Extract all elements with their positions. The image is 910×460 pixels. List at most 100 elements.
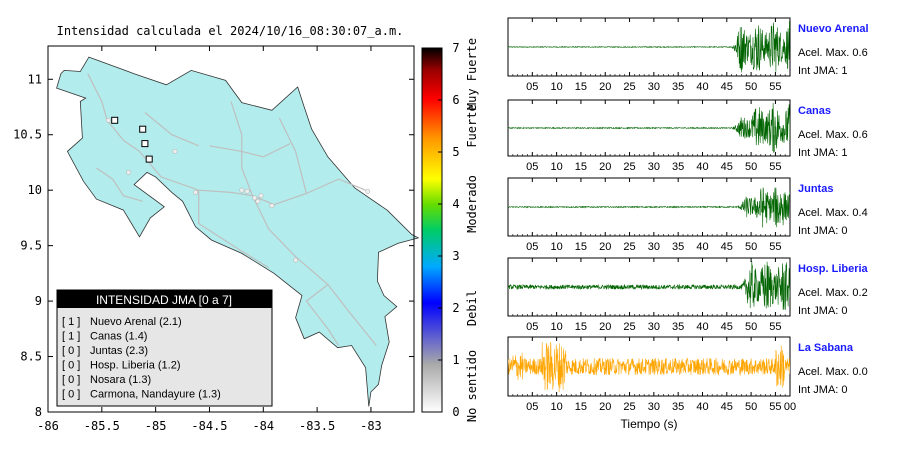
legend-entry-level: [ 1 ]	[62, 316, 80, 328]
city-dot	[126, 169, 132, 175]
time-tick-label: 05	[526, 241, 538, 253]
legend-entry-level: [ 0 ]	[62, 345, 80, 357]
colorbar-tick-label: 1	[452, 353, 459, 367]
time-tick-label: 55	[769, 321, 781, 333]
city-dot	[239, 187, 245, 193]
x-tick-label: -84.5	[191, 419, 227, 433]
time-tick-label: 05	[526, 161, 538, 173]
colorbar-tick-label: 5	[452, 145, 459, 159]
waveform-panel: 05 10 15 20 25 30 35 40 45 50 55 Juntas Acel. Max. 0…	[507, 177, 868, 253]
time-tick-label: 35	[672, 241, 684, 253]
colorbar-tick-label: 3	[452, 249, 459, 263]
station-marker	[139, 125, 147, 133]
time-tick-label: 50	[745, 321, 757, 333]
station-accel: Acel. Max. 0.4	[798, 207, 868, 219]
time-tick-label: 25	[623, 401, 635, 413]
road-line	[198, 190, 270, 269]
station-int: Int JMA: 1	[798, 65, 848, 77]
time-tick-label: 40	[696, 161, 708, 173]
waveform-panel: 05 10 15 20 25 30 35 40 45 50 55 00 La Sabana Acel. M…	[507, 336, 868, 413]
station-name: Nuevo Arenal	[798, 23, 869, 35]
intensity-legend: INTENSIDAD JMA [0 a 7] [ 1 ] Nuevo Arenal…	[56, 289, 273, 407]
time-tick-label: 40	[696, 241, 708, 253]
city-dot	[293, 257, 299, 263]
road-line	[96, 167, 143, 202]
waveform-trace	[508, 187, 790, 228]
road-line	[278, 117, 307, 194]
time-tick-label: 45	[721, 401, 733, 413]
time-tick-label: 25	[623, 321, 635, 333]
legend-entry-label: Juntas (2.3)	[90, 345, 148, 357]
time-tick-label: 55	[769, 161, 781, 173]
time-tick-label: 35	[672, 401, 684, 413]
colorbar-tick-label: 0	[452, 405, 459, 419]
map-panel: -86 -85.5 -85 -84.5 -84 -83.5 -83 8 8.5 9 9.5 10 10…	[13, 45, 420, 433]
waveform-panel: 05 10 15 20 25 30 35 40 45 50 55 Nuevo Arenal Acel. …	[507, 17, 869, 93]
map-roads	[87, 73, 377, 346]
colorbar-tick-label: 6	[452, 93, 459, 107]
time-tick-label: 05	[526, 81, 538, 93]
legend-header-bg	[57, 290, 272, 308]
legend-box	[56, 289, 273, 407]
map-frame	[47, 45, 415, 413]
station-name: La Sabana	[798, 342, 854, 354]
y-tick-label: 8.5	[20, 350, 42, 364]
station-name: Canas	[798, 105, 831, 117]
colorbar-class-label: Muy Fuerte	[465, 38, 479, 110]
station-accel: Acel. Max. 0.6	[798, 47, 868, 59]
time-tick-label: 35	[672, 81, 684, 93]
time-tick-label: 55	[769, 241, 781, 253]
colorbar-tick-label: 4	[452, 197, 459, 211]
waveform-trace	[508, 102, 790, 153]
y-tick-label: 10.5	[13, 128, 42, 142]
station-int: Int JMA: 0	[798, 305, 848, 317]
station-int: Int JMA: 0	[798, 384, 848, 396]
city-dot	[255, 198, 261, 204]
colorbar-class-label: Fuerte	[465, 104, 479, 147]
y-tick-label: 8	[35, 405, 42, 419]
time-tick-label: 50	[745, 401, 757, 413]
legend-entry-level: [ 0 ]	[62, 389, 80, 401]
city-dot	[365, 188, 371, 194]
legend-entry-label: Carmona, Nandayure (1.3)	[90, 389, 221, 401]
time-tick-label: 00	[784, 401, 796, 413]
x-tick-label: -85.5	[84, 419, 120, 433]
time-tick-label: 45	[721, 241, 733, 253]
legend-header: INTENSIDAD JMA [0 a 7]	[96, 293, 232, 307]
time-tick-label: 55	[769, 401, 781, 413]
time-tick-label: 50	[745, 81, 757, 93]
station-int: Int JMA: 1	[798, 147, 848, 159]
city-dot	[258, 193, 264, 199]
station-name: Juntas	[798, 183, 833, 195]
legend-entry-level: [ 1 ]	[62, 331, 80, 343]
time-tick-label: 15	[575, 321, 587, 333]
time-tick-label: 30	[648, 241, 660, 253]
time-tick-label: 45	[721, 161, 733, 173]
city-dot	[172, 148, 178, 154]
waveform-trace	[508, 261, 790, 310]
time-tick-label: 45	[721, 321, 733, 333]
time-tick-label: 30	[648, 401, 660, 413]
time-tick-label: 10	[550, 241, 562, 253]
y-tick-label: 10	[28, 183, 42, 197]
legend-entry-label: Canas (1.4)	[90, 331, 147, 343]
x-tick-label: -83	[360, 419, 382, 433]
time-tick-label: 20	[599, 401, 611, 413]
x-tick-label: -85	[145, 419, 167, 433]
colorbar-gradient	[421, 47, 443, 413]
x-tick-label: -84	[252, 419, 274, 433]
time-tick-label: 45	[721, 81, 733, 93]
time-tick-label: 15	[575, 241, 587, 253]
station-name: Hosp. Liberia	[798, 263, 869, 275]
x-tick-label: -86	[37, 419, 59, 433]
time-tick-label: 25	[623, 81, 635, 93]
time-tick-label: 35	[672, 321, 684, 333]
time-tick-label: 15	[575, 401, 587, 413]
city-dot	[244, 188, 250, 194]
waveform-trace	[508, 341, 790, 393]
city-dot	[269, 203, 275, 209]
time-tick-label: 05	[526, 401, 538, 413]
time-tick-label: 20	[599, 81, 611, 93]
time-tick-label: 10	[550, 81, 562, 93]
